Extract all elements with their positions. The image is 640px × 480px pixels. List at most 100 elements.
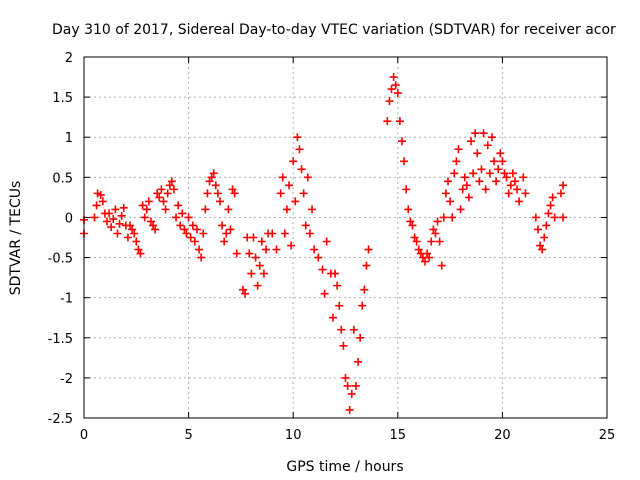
data-point bbox=[536, 241, 545, 250]
y-tick-label: -0.5 bbox=[48, 252, 73, 267]
data-point bbox=[291, 197, 300, 206]
data-point bbox=[128, 225, 137, 234]
data-point bbox=[456, 205, 465, 214]
data-point bbox=[161, 205, 170, 214]
data-point bbox=[157, 185, 166, 194]
data-point bbox=[259, 269, 268, 278]
data-point bbox=[538, 245, 547, 254]
data-point bbox=[441, 189, 450, 198]
data-point bbox=[420, 257, 429, 266]
x-tick-label: 5 bbox=[184, 428, 192, 443]
data-point bbox=[462, 181, 471, 190]
y-tick-label: 2 bbox=[65, 51, 73, 66]
data-point bbox=[347, 389, 356, 398]
data-point bbox=[138, 201, 147, 210]
data-point bbox=[333, 281, 342, 290]
data-point bbox=[220, 237, 229, 246]
data-point bbox=[556, 189, 565, 198]
data-point bbox=[387, 85, 396, 94]
x-tick-label: 10 bbox=[285, 428, 302, 443]
data-point bbox=[498, 157, 507, 166]
data-point bbox=[205, 177, 214, 186]
data-point bbox=[477, 165, 486, 174]
data-point bbox=[429, 225, 438, 234]
data-point bbox=[349, 325, 358, 334]
data-point bbox=[385, 97, 394, 106]
data-point bbox=[341, 373, 350, 382]
data-point bbox=[496, 149, 505, 158]
data-point bbox=[303, 173, 312, 182]
data-point bbox=[351, 381, 360, 390]
data-point bbox=[506, 181, 515, 190]
data-point bbox=[272, 245, 281, 254]
y-tick-labels: -2.5 -2 -1.5 -1 -0.5 0 0.5 1 1.5 2 bbox=[48, 51, 73, 427]
data-point bbox=[90, 213, 99, 222]
data-point bbox=[364, 245, 373, 254]
data-point bbox=[515, 197, 524, 206]
data-point bbox=[485, 169, 494, 178]
data-point bbox=[132, 237, 141, 246]
data-point bbox=[542, 221, 551, 230]
data-point bbox=[513, 185, 522, 194]
data-point bbox=[546, 201, 555, 210]
data-point bbox=[155, 193, 164, 202]
data-point bbox=[253, 281, 262, 290]
data-point bbox=[362, 261, 371, 270]
data-point bbox=[186, 233, 195, 242]
x-axis-label: GPS time / hours bbox=[286, 459, 403, 475]
data-point bbox=[500, 169, 509, 178]
y-tick-label: -2 bbox=[60, 372, 73, 387]
data-point bbox=[115, 219, 124, 228]
data-point bbox=[439, 213, 448, 222]
data-point bbox=[280, 229, 289, 238]
data-point bbox=[305, 229, 314, 238]
data-point bbox=[134, 245, 143, 254]
data-point bbox=[178, 209, 187, 218]
data-point bbox=[559, 181, 568, 190]
data-point bbox=[452, 157, 461, 166]
data-point bbox=[335, 301, 344, 310]
data-point bbox=[251, 253, 260, 262]
data-point bbox=[469, 169, 478, 178]
y-tick-label: 0.5 bbox=[52, 171, 73, 186]
data-point bbox=[423, 249, 432, 258]
data-point bbox=[339, 341, 348, 350]
data-point bbox=[446, 197, 455, 206]
data-point bbox=[299, 189, 308, 198]
data-point bbox=[502, 173, 511, 182]
data-point bbox=[96, 190, 105, 199]
data-point bbox=[285, 181, 294, 190]
data-point bbox=[278, 173, 287, 182]
data-point bbox=[464, 193, 473, 202]
data-point bbox=[510, 177, 519, 186]
data-point bbox=[153, 189, 162, 198]
data-point bbox=[103, 217, 112, 226]
data-point bbox=[444, 177, 453, 186]
data-point bbox=[249, 233, 258, 242]
data-point bbox=[203, 189, 212, 198]
data-point bbox=[142, 205, 151, 214]
data-point bbox=[391, 81, 400, 90]
data-point bbox=[320, 289, 329, 298]
data-point bbox=[247, 269, 256, 278]
data-point bbox=[414, 245, 423, 254]
data-point bbox=[360, 285, 369, 294]
data-point bbox=[126, 221, 135, 230]
data-point bbox=[293, 133, 302, 142]
data-point bbox=[140, 213, 149, 222]
data-point bbox=[211, 181, 220, 190]
data-point bbox=[475, 177, 484, 186]
data-point bbox=[218, 221, 227, 230]
data-point bbox=[473, 149, 482, 158]
data-point bbox=[172, 213, 181, 222]
data-point bbox=[310, 245, 319, 254]
data-point bbox=[540, 233, 549, 242]
data-point bbox=[149, 221, 158, 230]
data-point bbox=[180, 225, 189, 234]
data-point bbox=[151, 225, 160, 234]
data-point bbox=[199, 229, 208, 238]
data-point bbox=[521, 189, 530, 198]
data-point bbox=[228, 185, 237, 194]
data-point bbox=[301, 221, 310, 230]
